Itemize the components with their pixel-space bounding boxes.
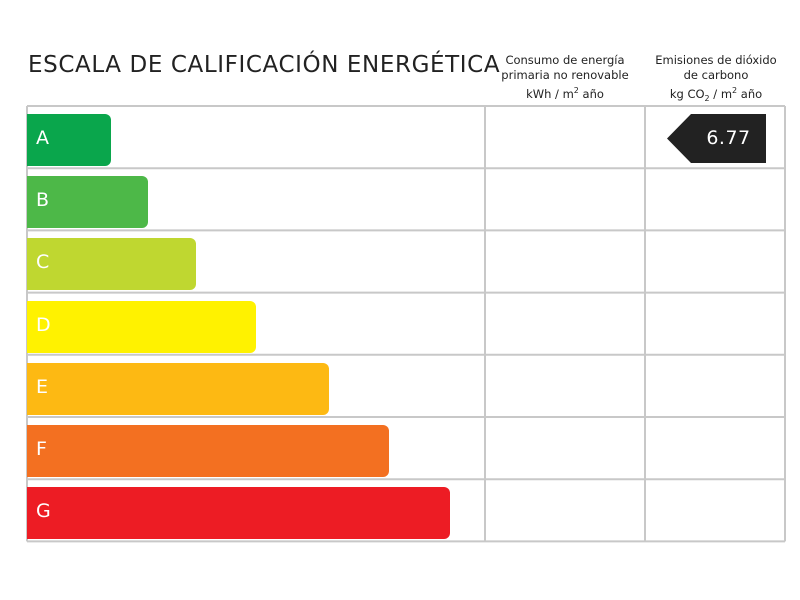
emisiones-units-pre: kg CO: [669, 86, 705, 101]
emisiones-units-sub: 2: [704, 94, 710, 104]
rating-bar-f: F: [27, 425, 389, 477]
value-tag-shape: [667, 114, 766, 163]
rating-bar-e: E: [27, 362, 329, 415]
emisiones-header-line1: Emisiones de dióxido: [655, 53, 777, 67]
rating-letter-d: D: [36, 313, 51, 336]
rating-letter-f: F: [36, 438, 47, 460]
grid-lines: [26, 105, 786, 543]
emisiones-value-tag: 6.77: [667, 114, 766, 163]
column-header-emisiones: Emisiones de dióxido de carbono kg CO2 /…: [646, 53, 786, 106]
emisiones-value: 6.77: [706, 127, 751, 149]
emisiones-units-post: año: [737, 86, 763, 101]
rating-letter-b: B: [36, 189, 50, 212]
emisiones-header-line2: de carbono: [683, 68, 749, 82]
rating-letter-e: E: [36, 375, 49, 398]
emisiones-header-units: kg CO2 / m2 año: [646, 83, 786, 106]
rating-letter-a: A: [36, 127, 49, 149]
consumo-units-sup: 2: [573, 86, 579, 95]
rating-bar-g: G: [27, 487, 450, 540]
column-header-consumo: Consumo de energía primaria no renovable…: [486, 53, 644, 102]
consumo-units-post: año: [578, 86, 604, 101]
rating-bar-a: A: [27, 114, 111, 166]
rating-letter-g: G: [36, 500, 51, 523]
rating-bar-b: B: [27, 176, 148, 229]
rating-letter-c: C: [36, 251, 50, 274]
consumo-header-units: kWh / m2 año: [486, 83, 644, 102]
consumo-header-line1: Consumo de energía: [505, 53, 625, 67]
consumo-units-pre: kWh / m: [526, 86, 574, 101]
emisiones-units-sup: 2: [732, 86, 738, 95]
emisiones-units-mid: / m: [709, 86, 733, 101]
consumo-header-line2: primaria no renovable: [501, 68, 629, 82]
page-title: ESCALA DE CALIFICACIÓN ENERGÉTICA: [28, 52, 501, 78]
rating-bar-c: C: [27, 238, 196, 291]
rating-bar-d: D: [27, 300, 256, 353]
